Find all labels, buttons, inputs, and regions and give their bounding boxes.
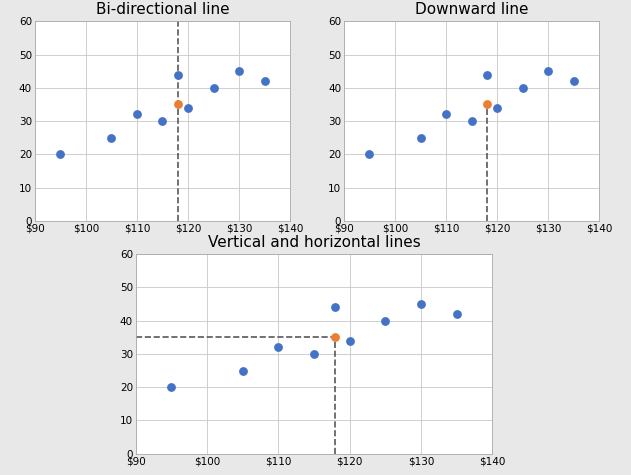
Point <box>517 84 528 92</box>
Point <box>467 117 477 125</box>
Point <box>309 350 319 358</box>
Point <box>380 317 390 324</box>
Point <box>55 151 65 158</box>
Point <box>416 134 426 142</box>
Point <box>482 71 492 78</box>
Point <box>158 117 168 125</box>
Point <box>345 337 355 344</box>
Point <box>543 67 553 75</box>
Title: Bi-directional line: Bi-directional line <box>96 2 229 18</box>
Title: Vertical and horizontal lines: Vertical and horizontal lines <box>208 235 420 250</box>
Point <box>330 333 340 341</box>
Point <box>234 67 244 75</box>
Point <box>492 104 502 112</box>
Point <box>132 111 142 118</box>
Point <box>569 77 579 85</box>
Point <box>416 300 426 308</box>
Title: Downward line: Downward line <box>415 2 528 18</box>
Point <box>330 304 340 311</box>
Point <box>208 84 219 92</box>
Point <box>365 151 375 158</box>
Point <box>482 101 492 108</box>
Point <box>238 367 248 374</box>
Point <box>441 111 451 118</box>
Point <box>173 101 183 108</box>
Point <box>273 343 283 351</box>
Point <box>173 71 183 78</box>
Point <box>183 104 193 112</box>
Point <box>452 310 462 318</box>
Point <box>260 77 270 85</box>
Point <box>167 383 177 391</box>
Point <box>107 134 117 142</box>
